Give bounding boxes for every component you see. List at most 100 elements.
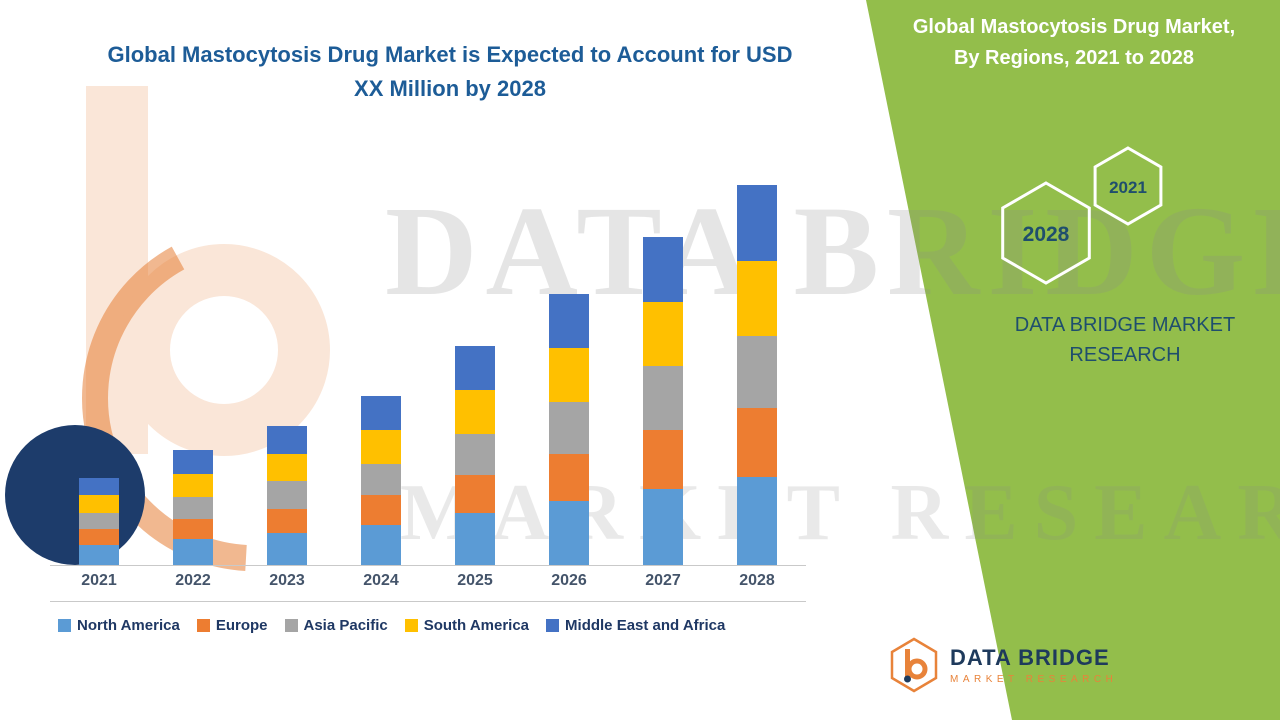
legend-item-asia-pacific: Asia Pacific [284,617,388,634]
bar-segment-middle-east-and-africa [267,425,307,454]
bar-segment-europe [549,453,589,502]
bar-segment-south-america [455,389,495,434]
legend-swatch-south-america [404,619,418,632]
bar-segment-middle-east-and-africa [455,346,495,390]
x-axis-label-2027: 2027 [645,572,681,589]
legend-item-south-america: South America [404,617,530,634]
dbmr-footer-logo: DATA BRIDGE MARKET RESEARCH [888,636,1117,694]
panel-brand-text: DATA BRIDGE MARKET RESEARCH [990,310,1260,370]
bar-column-2026 [522,185,616,565]
legend-item-middle-east-and-africa: Middle East and Africa [546,617,725,634]
bar-column-2023 [240,185,334,565]
hexagon-badges-icon: 2028 2021 [1001,146,1163,285]
bar-column-2022 [146,185,240,565]
bar-segment-south-america [549,348,589,402]
right-panel-title-line2: By Regions, 2021 to 2028 [953,47,1195,69]
bar-segment-europe [267,509,307,534]
stacked-bar-2028 [737,185,777,565]
dbmr-logo-icon [890,637,938,693]
bar-segment-south-america [173,473,213,498]
panel-brand-line1: DATA BRIDGE MARKET [1014,314,1236,336]
bar-segment-europe [79,529,119,546]
stacked-bar-2025 [455,346,495,565]
legend-item-north-america: North America [58,617,180,634]
x-axis-label-2028: 2028 [739,572,775,589]
bar-segment-europe [455,475,495,514]
bar-segment-south-america [643,302,683,367]
bar-segment-north-america [173,539,213,565]
right-panel-title-line1: Global Mastocytosis Drug Market, [912,16,1236,38]
bar-segment-middle-east-and-africa [737,185,777,261]
bar-segment-asia-pacific [361,463,401,496]
bar-segment-north-america [737,477,777,565]
right-panel-title: Global Mastocytosis Drug Market, By Regi… [876,12,1272,74]
bar-segment-europe [173,519,213,540]
bar-chart [52,185,804,565]
bar-column-2028 [710,185,804,565]
legend-swatch-europe [196,619,210,632]
x-axis-label-2024: 2024 [363,572,399,589]
legend-swatch-asia-pacific [284,619,298,632]
bar-segment-south-america [267,453,307,482]
year-hexagons: 2028 2021 [985,140,1180,292]
x-axis-underline [50,601,806,602]
legend-label-asia-pacific: Asia Pacific [303,617,388,634]
legend-label-middle-east-and-africa: Middle East and Africa [565,617,726,634]
bar-segment-asia-pacific [643,366,683,430]
x-axis-label-2023: 2023 [269,572,305,589]
bar-segment-asia-pacific [173,497,213,520]
bar-segment-north-america [455,513,495,565]
bar-segment-middle-east-and-africa [549,294,589,349]
panel-brand-line2: RESEARCH [1069,344,1181,366]
footer-logo-subtitle: MARKET RESEARCH [950,674,1118,685]
bar-segment-europe [737,407,777,478]
bar-segment-middle-east-and-africa [643,236,683,303]
bar-segment-asia-pacific [79,513,119,530]
x-axis-label-2026: 2026 [551,572,587,589]
bar-segment-north-america [643,489,683,565]
bar-segment-south-america [361,429,401,464]
legend-swatch-middle-east-and-africa [546,619,560,632]
footer-logo-text: DATA BRIDGE MARKET RESEARCH [950,645,1117,685]
x-axis-line [50,565,806,566]
bar-column-2027 [616,185,710,565]
stacked-bar-2023 [267,425,307,565]
bar-segment-middle-east-and-africa [79,477,119,496]
stacked-bar-2024 [361,395,401,565]
x-axis-label-2021: 2021 [81,572,117,589]
legend-label-south-america: South America [423,617,530,634]
footer-logo-brand: DATA BRIDGE [950,645,1110,670]
legend-label-north-america: North America [77,617,180,634]
bar-segment-europe [643,429,683,490]
stacked-bar-2026 [549,294,589,565]
bar-segment-europe [361,495,401,526]
legend-swatch-north-america [58,619,71,632]
chart-legend: North America Europe Asia Pacific South Ame… [58,617,725,634]
bar-segment-middle-east-and-africa [361,395,401,430]
bar-segment-asia-pacific [549,401,589,454]
bar-column-2024 [334,185,428,565]
bar-segment-south-america [79,495,119,514]
bar-segment-north-america [549,501,589,565]
bar-segment-south-america [737,260,777,337]
hexagon-label-2021: 2021 [1109,178,1147,197]
bar-segment-asia-pacific [267,481,307,510]
legend-label-europe: Europe [215,617,268,634]
bar-column-2021 [52,185,146,565]
legend-item-europe: Europe [196,617,268,634]
stacked-bar-2022 [173,449,213,565]
bar-segment-asia-pacific [737,336,777,408]
bar-segment-middle-east-and-africa [173,449,213,474]
bar-column-2025 [428,185,522,565]
stacked-bar-2021 [79,477,119,565]
bar-segment-north-america [79,545,119,565]
stacked-bar-2027 [643,236,683,565]
bar-segment-asia-pacific [455,433,495,476]
x-axis-label-2022: 2022 [175,572,211,589]
bar-segment-north-america [267,533,307,565]
hexagon-label-2028: 2028 [1023,223,1070,246]
x-axis-labels: 2021 2022 2023 2024 2025 2026 2027 2028 [52,572,804,590]
chart-title: Global Mastocytosis Drug Market is Expec… [107,42,793,101]
